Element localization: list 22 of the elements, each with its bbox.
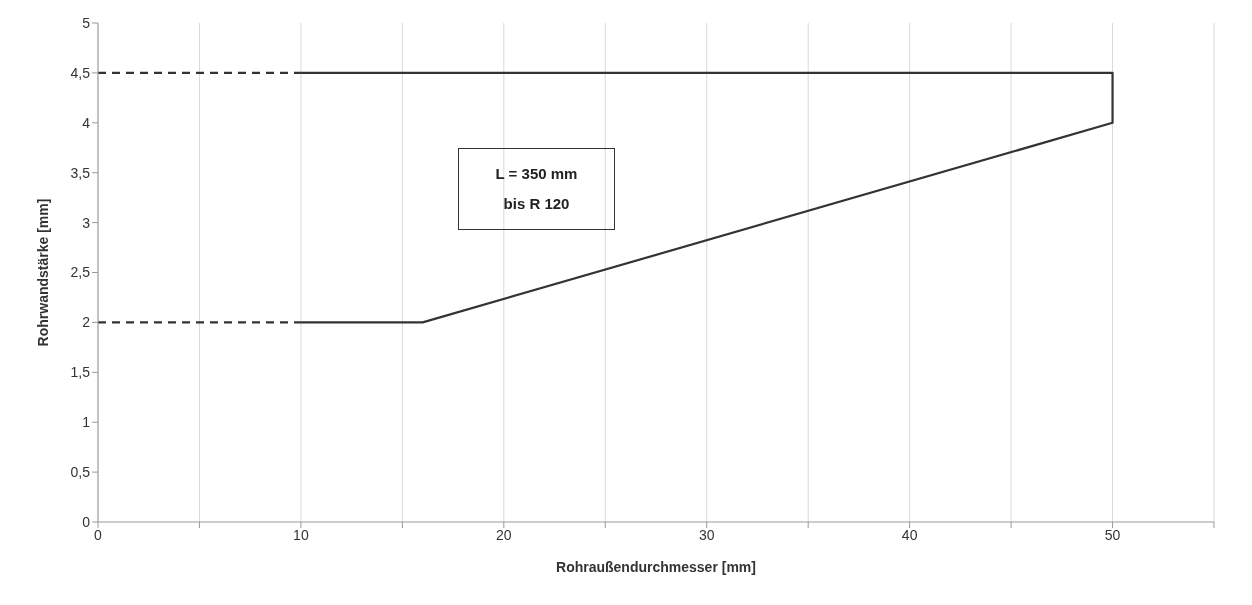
text-box: L = 350 mm bis R 120	[458, 148, 615, 230]
y-tick-label: 0,5	[70, 464, 91, 481]
x-tick-label: 40	[901, 526, 918, 543]
x-tick-label: 0	[94, 526, 103, 543]
y-tick-label: 2,5	[70, 264, 91, 281]
y-tick-label: 3	[82, 214, 91, 231]
y-tick-label: 1	[82, 414, 91, 431]
x-tick-label: 50	[1104, 526, 1121, 543]
y-tick-label: 4	[82, 114, 91, 131]
annotation: bis R 120	[502, 194, 571, 214]
annotation: L = 350 mm	[494, 164, 579, 184]
y-tick-label: 0	[82, 513, 91, 530]
y-tick-label: 2	[82, 314, 91, 331]
x-tick-label: 20	[496, 526, 512, 543]
y-tick-label: 3,5	[70, 164, 91, 181]
y-tick-label: 1,5	[70, 364, 91, 381]
y-axis-title: Rohrwandstärke [mm]	[34, 198, 51, 347]
x-tick-label: 10	[293, 526, 309, 543]
x-axis-title: Rohraußendurchmesser [mm]	[556, 559, 756, 575]
x-tick-label: 30	[698, 526, 715, 543]
y-tick-label: 5	[82, 14, 91, 31]
y-tick-label: 4,5	[70, 64, 91, 81]
